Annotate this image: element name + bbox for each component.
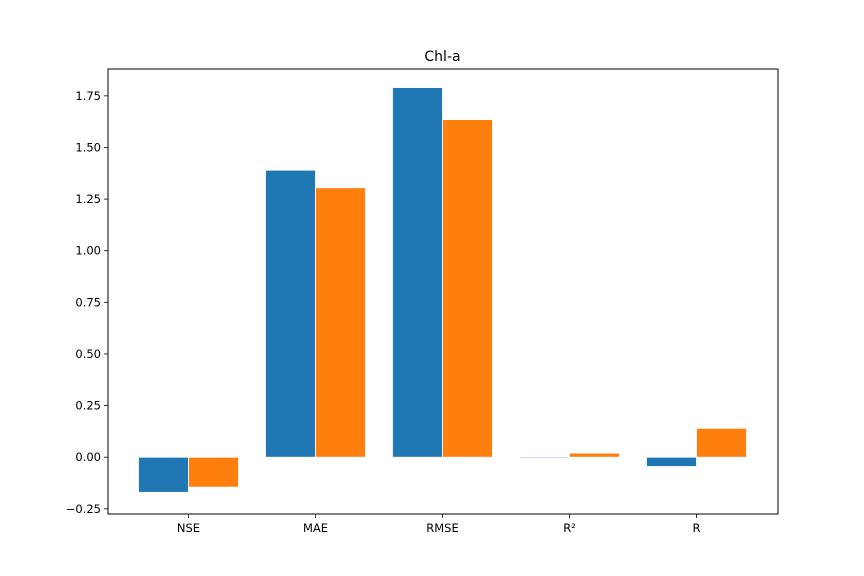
y-tick-label: 1.25 [75,192,101,206]
x-tick-label: NSE [177,521,200,535]
x-tick-label: RMSE [426,521,458,535]
bar-1-2 [265,169,316,458]
bar-2-4 [569,452,620,458]
bar-2-2 [315,187,366,458]
bar-2-1 [188,456,239,488]
bar-2-3 [442,119,493,458]
y-tick-label: 0.75 [75,295,101,309]
bar-1-1 [138,456,189,493]
y-tick-label: 0.50 [75,347,101,361]
y-tick-label: 0.25 [75,399,101,413]
bar-1-3 [392,87,443,458]
x-tick-label: MAE [303,521,328,535]
y-tick-label: −0.25 [66,502,101,516]
x-tick-label: R [693,521,701,535]
y-tick-label: 0.00 [75,450,101,464]
y-tick-label: 1.75 [75,89,101,103]
bars-layer [138,87,747,493]
bar-1-5 [646,456,697,467]
x-axis: NSE MAE RMSE R² R [177,514,701,535]
chart-title: Chl-a [424,49,460,65]
bar-1-4 [519,456,570,459]
y-axis: −0.25 0.00 0.25 0.50 0.75 1.00 1.25 1.50 1.75 [66,89,108,516]
y-tick-label: 1.00 [75,244,101,258]
plot-frame [107,68,779,515]
x-tick-label: R² [563,521,576,535]
y-tick-label: 1.50 [75,140,101,154]
bar-2-5 [696,427,747,458]
